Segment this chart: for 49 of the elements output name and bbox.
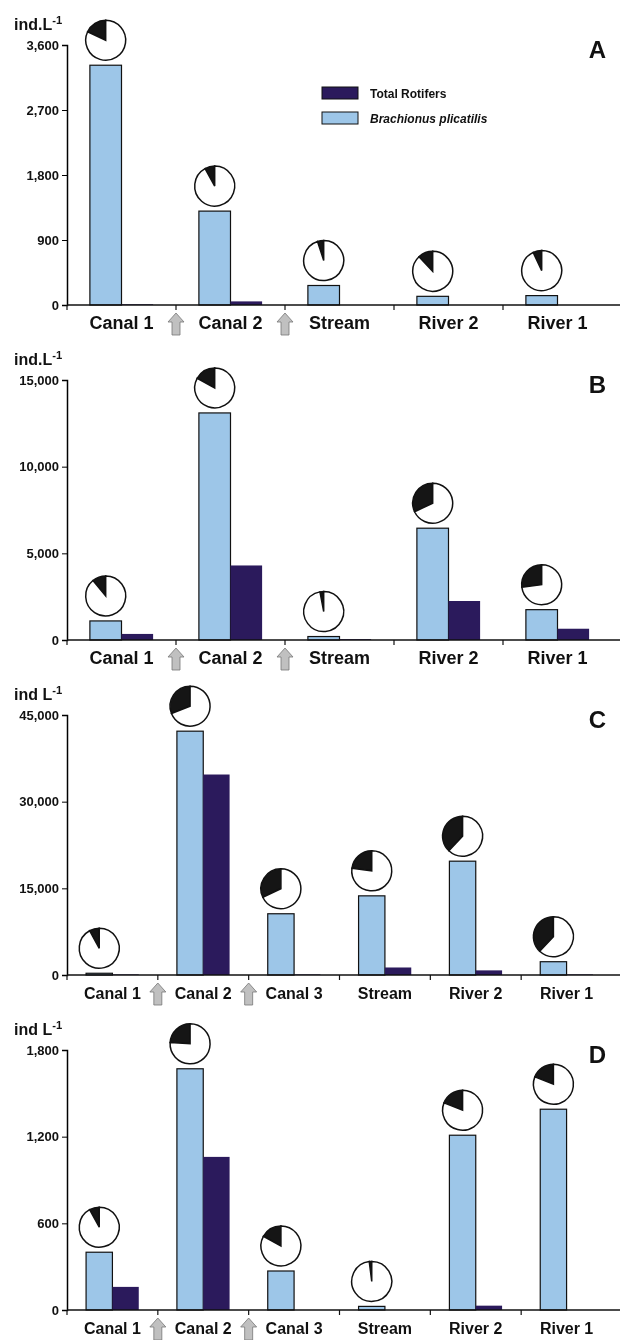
y-axis-title: ind.L$^{-1}$ — [14, 349, 63, 368]
x-tick-label: Canal 2 — [174, 985, 232, 1002]
x-tick-label: Canal 2 — [198, 313, 263, 333]
y-tick-label: 3,600 — [26, 37, 59, 53]
y-tick-label: 1,800 — [26, 1042, 59, 1058]
chart-title: C — [588, 706, 606, 733]
y-tick-label: 0 — [51, 1302, 59, 1318]
x-tick-label: Stream — [357, 1320, 413, 1337]
x-tick-label: Canal 3 — [265, 1320, 323, 1337]
x-tick-label: River 2 — [418, 648, 479, 668]
y-axis-title: ind.L$^{-1}$ — [14, 14, 63, 33]
x-tick-label: Canal 1 — [89, 648, 154, 668]
y-tick-label: 45,000 — [19, 707, 59, 723]
y-tick-label: 1,200 — [26, 1129, 59, 1145]
x-tick-label: Canal 2 — [174, 1320, 232, 1337]
chart-title: B — [588, 371, 606, 398]
chart-title: A — [588, 36, 606, 63]
y-tick-label: 600 — [37, 1215, 59, 1231]
y-tick-label: 0 — [51, 297, 59, 313]
x-tick-label: Stream — [308, 313, 371, 333]
y-axis-title: ind L$^{-1}$ — [14, 1019, 63, 1038]
y-tick-label: 0 — [51, 967, 59, 983]
x-tick-label: River 2 — [418, 313, 479, 333]
x-tick-label: Canal 1 — [83, 985, 141, 1002]
y-tick-label: 2,700 — [26, 102, 59, 118]
x-tick-label: River 1 — [539, 1320, 594, 1337]
y-tick-label: 15,000 — [19, 372, 59, 388]
y-tick-label: 1,800 — [26, 167, 59, 183]
x-tick-label: River 2 — [449, 1320, 503, 1337]
x-tick-label: Canal 1 — [89, 313, 154, 333]
y-tick-label: 0 — [51, 632, 59, 648]
x-tick-label: Canal 3 — [265, 985, 323, 1002]
y-tick-label: 10,000 — [19, 459, 59, 475]
y-tick-label: 15,000 — [19, 880, 59, 896]
legend-label: Brachionus plicatilis — [370, 112, 488, 126]
x-tick-label: Canal 2 — [198, 648, 263, 668]
chart-title: D — [588, 1041, 606, 1068]
x-tick-label: Canal 1 — [83, 1320, 141, 1337]
x-tick-label: River 1 — [527, 313, 588, 333]
x-tick-label: River 2 — [449, 985, 503, 1002]
x-tick-label: Stream — [308, 648, 371, 668]
x-tick-label: River 1 — [539, 985, 594, 1002]
y-tick-label: 30,000 — [19, 794, 59, 810]
y-tick-label: 900 — [37, 232, 59, 248]
y-axis-title: ind L$^{-1}$ — [14, 684, 63, 703]
legend-label: Total Rotifers — [370, 87, 447, 101]
x-tick-label: River 1 — [527, 648, 588, 668]
y-tick-label: 5,000 — [26, 545, 59, 561]
x-tick-label: Stream — [357, 985, 413, 1002]
